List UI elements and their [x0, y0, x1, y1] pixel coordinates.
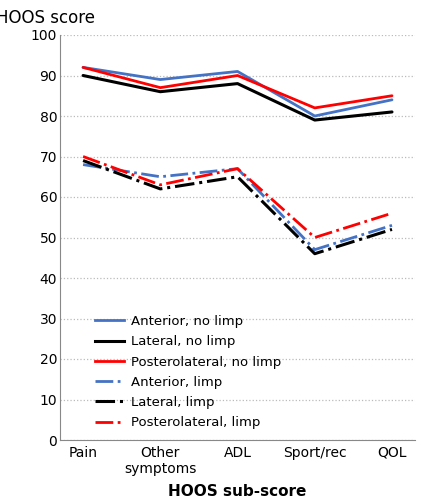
Text: HOOS score: HOOS score [0, 9, 95, 27]
X-axis label: HOOS sub-score: HOOS sub-score [168, 484, 307, 499]
Legend: Anterior, no limp, Lateral, no limp, Posterolateral, no limp, Anterior, limp, La: Anterior, no limp, Lateral, no limp, Pos… [95, 315, 281, 430]
